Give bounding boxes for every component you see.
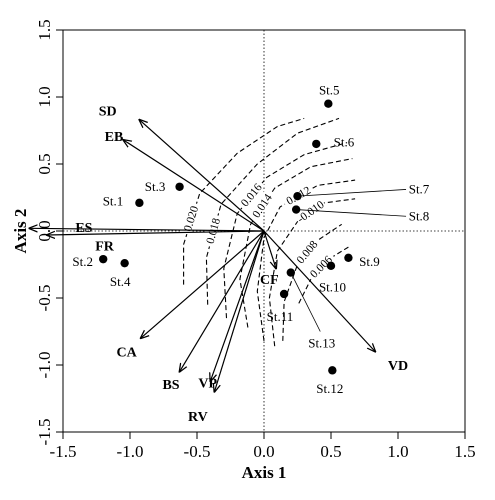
vector-arrow xyxy=(139,120,265,232)
vector-arrow xyxy=(263,230,375,352)
contour-label-bg xyxy=(247,189,275,222)
y-tick-label: 0.5 xyxy=(35,153,54,174)
station-point xyxy=(344,253,353,262)
station-point xyxy=(286,268,295,277)
vector-arrow xyxy=(210,230,265,381)
station-point xyxy=(279,289,289,299)
vector-arrow xyxy=(30,228,265,231)
vector-label: RV xyxy=(188,410,208,425)
station-label: St.3 xyxy=(145,179,166,194)
axes-layer: -1.5 -1.0 -0.5 0.0 0.5 1.0 1.5 -1.5 -1.0 -0.5 0.0 0… xyxy=(11,19,476,482)
vector-arrow xyxy=(47,230,265,235)
vector-label: CA xyxy=(116,346,137,361)
x-tick-label: -0.5 xyxy=(184,442,211,461)
contour-label-bg xyxy=(305,250,336,282)
x-tick-label: -1.0 xyxy=(117,442,144,461)
station-point xyxy=(291,205,301,214)
y-tick-label: -0.5 xyxy=(35,285,54,312)
contour-label: -0.010 xyxy=(295,199,326,226)
vector-arrow xyxy=(141,230,265,338)
vector-layer xyxy=(30,120,376,392)
station-point xyxy=(175,182,184,191)
station-point xyxy=(120,258,129,268)
station-layer xyxy=(99,99,353,375)
vector-label: VP xyxy=(198,376,217,391)
vector-arrow xyxy=(180,230,265,372)
vector-arrow xyxy=(214,230,265,392)
station-label: St.13 xyxy=(308,336,335,351)
station-leader-line xyxy=(290,272,321,332)
vector-label: FR xyxy=(95,240,115,255)
contour-line xyxy=(282,223,343,341)
vector-label: ES xyxy=(75,221,92,236)
vector-arrow xyxy=(263,230,276,269)
station-label: St.12 xyxy=(316,381,343,396)
vector-label: BS xyxy=(162,378,179,393)
station-label: St.4 xyxy=(110,274,131,289)
y-tick-label: 1.5 xyxy=(35,19,54,40)
y-tick-label: -1.5 xyxy=(35,419,54,446)
station-leader-line xyxy=(296,209,407,217)
contour-line xyxy=(239,158,353,328)
station-leader-line xyxy=(297,189,407,197)
station-label: St.5 xyxy=(319,82,340,97)
contour-label: 0.020 xyxy=(182,204,201,233)
x-tick-label: 0.0 xyxy=(253,442,274,461)
contour-line xyxy=(183,117,305,285)
contour-label-bg xyxy=(180,201,201,236)
vector-label: CF xyxy=(260,273,279,288)
y-tick-label: -1.0 xyxy=(35,352,54,379)
x-tick-label: 0.5 xyxy=(320,442,341,461)
station-label: St.8 xyxy=(409,208,430,223)
contour-label-bg xyxy=(291,235,321,268)
x-tick-label: -1.5 xyxy=(50,442,77,461)
station-label: St.9 xyxy=(359,254,380,269)
station-point xyxy=(324,99,333,108)
station-point xyxy=(312,139,321,149)
station-label: St.11 xyxy=(267,309,294,324)
station-point xyxy=(99,254,108,264)
vector-label: VD xyxy=(388,359,408,374)
station-label: St.7 xyxy=(409,181,430,196)
x-tick-label: 1.5 xyxy=(454,442,475,461)
y-tick-label: 1.0 xyxy=(35,86,54,107)
x-tick-label: 1.0 xyxy=(387,442,408,461)
x-axis-title: Axis 1 xyxy=(242,463,287,482)
station-label: St.2 xyxy=(72,254,93,269)
contour-line xyxy=(205,117,340,305)
contour-line xyxy=(256,179,356,341)
contour-label-bg xyxy=(293,197,327,225)
station-label: St.1 xyxy=(103,194,124,209)
station-label: St.10 xyxy=(319,279,346,294)
y-tick-label: 0.0 xyxy=(35,220,54,241)
station-point xyxy=(326,261,336,271)
vector-label: SD xyxy=(99,104,117,119)
vector-label: EB xyxy=(105,130,124,145)
y-axis-title: Axis 2 xyxy=(11,209,30,254)
vector-arrow xyxy=(123,140,265,232)
station-point xyxy=(328,366,337,375)
contour-label-bg xyxy=(236,178,266,211)
contour-line xyxy=(268,198,356,347)
station-label: St.6 xyxy=(334,135,355,150)
station-point xyxy=(135,198,144,208)
